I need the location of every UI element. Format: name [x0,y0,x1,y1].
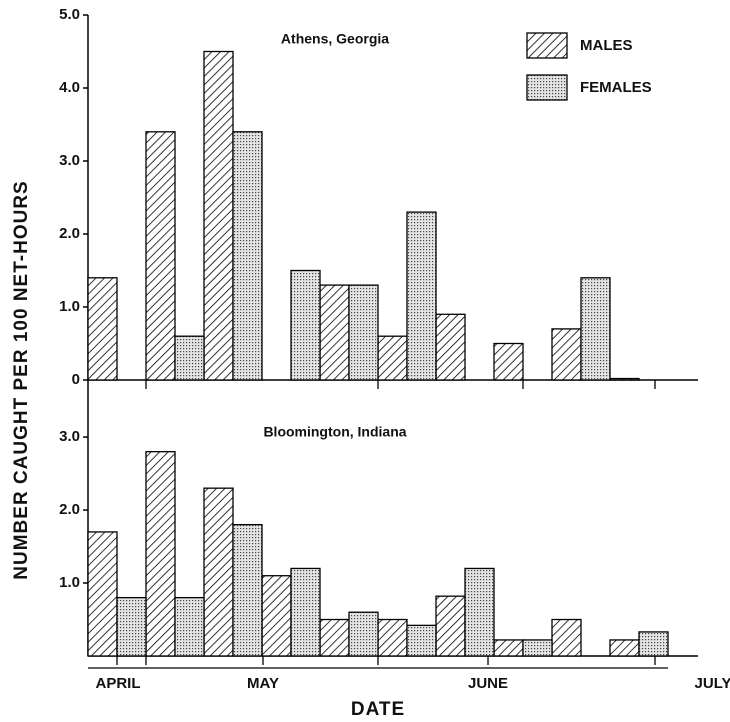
y-tick-label: 3.0 [59,428,80,445]
bar [406,624,437,657]
bar [174,335,205,381]
legend-swatch [526,74,568,101]
y-tick-label: 1.0 [59,298,80,315]
bar [232,523,263,657]
y-tick-label: 3.0 [59,152,80,169]
bar [348,284,379,381]
bar [580,277,611,381]
bar [638,631,669,657]
month-label: MAY [247,675,279,692]
bar [609,377,640,381]
bar [377,618,408,657]
month-label: JULY [695,675,730,692]
y-tick-label: 5.0 [59,6,80,23]
bar [435,595,466,657]
y-tick-label: 4.0 [59,79,80,96]
legend-swatch [526,32,568,59]
y-tick-label: 2.0 [59,225,80,242]
bar [145,451,176,657]
bar [377,335,408,381]
bar [203,50,234,381]
y-tick-label: 2.0 [59,501,80,518]
panel-title: Bloomington, Indiana [263,424,406,440]
bar [319,618,350,657]
bar [493,639,524,657]
bar [522,639,553,657]
bar [145,131,176,381]
y-axis-label: NUMBER CAUGHT PER 100 NET-HOURS [11,180,32,579]
bar [406,211,437,381]
bar [116,596,147,657]
bar [493,342,524,381]
bar [290,269,321,381]
bar [551,328,582,381]
bar [319,284,350,381]
bar [435,313,466,381]
month-label: APRIL [96,675,141,692]
bar [232,131,263,381]
panel-title: Athens, Georgia [281,31,389,47]
legend-label: FEMALES [580,79,652,96]
x-axis-label: DATE [351,699,405,720]
y-tick-label: 0 [72,371,80,388]
legend-label: MALES [580,37,633,54]
bar [87,277,118,381]
y-tick-label: 1.0 [59,574,80,591]
bar [464,567,495,657]
bar [261,575,292,657]
bar [290,567,321,657]
bar [87,531,118,657]
bar [551,618,582,657]
bar [609,639,640,657]
bar [348,611,379,657]
month-label: JUNE [468,675,508,692]
bar [174,596,205,657]
bar [203,487,234,657]
